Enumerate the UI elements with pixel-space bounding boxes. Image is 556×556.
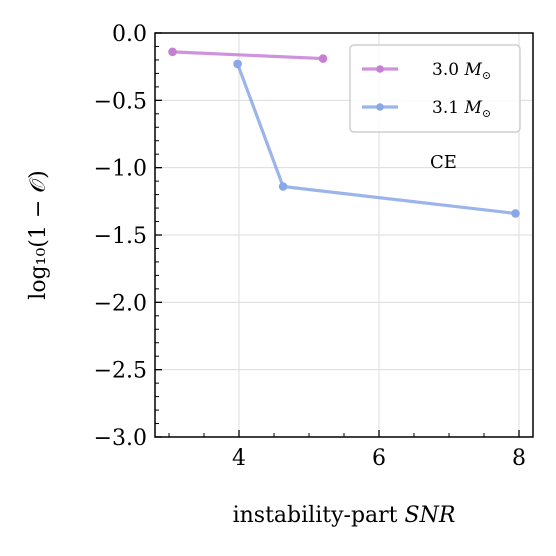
- series-layer: [168, 47, 520, 218]
- x-axis-label: instability-part SNR: [233, 503, 456, 528]
- y-tick-label: −0.5: [94, 89, 147, 114]
- legend-label-unit: M: [463, 98, 482, 118]
- y-tick-label: −2.0: [94, 291, 147, 316]
- x-tick-label: 6: [372, 446, 386, 471]
- x-axis-label-italic: SNR: [405, 503, 456, 528]
- series-line-0: [170, 50, 325, 61]
- series-point-0: [318, 54, 328, 63]
- series-point-1: [233, 59, 242, 69]
- legend-label-subscript: ⊙: [482, 69, 491, 82]
- legend-label-subscript: ⊙: [482, 107, 491, 120]
- y-axis-label: log₁₀(1 − 𝒪): [26, 170, 51, 299]
- x-axis-label-prefix: instability-part: [233, 503, 405, 528]
- major-ticks: [155, 32, 520, 438]
- y-tick-label: 0.0: [112, 22, 147, 47]
- legend-label: 3.1 M⊙: [432, 98, 491, 120]
- legend-box: [349, 44, 521, 133]
- y-tick-label: −2.5: [94, 359, 147, 384]
- legend-label-unit: M: [463, 60, 482, 80]
- series-point-1: [511, 209, 520, 218]
- y-tick-label: −1.0: [94, 157, 147, 182]
- series-point-1: [278, 182, 288, 191]
- legend-label-value: 3.1: [432, 98, 464, 118]
- y-tick-label: −3.0: [94, 426, 147, 451]
- legend-label-value: 3.0: [432, 60, 464, 80]
- legend-swatch-marker: [376, 103, 384, 111]
- x-tick-label: 8: [512, 446, 526, 471]
- y-tick-label: −1.5: [94, 224, 147, 249]
- annotation-ce: CE: [430, 152, 457, 173]
- legend: 3.0 M⊙3.1 M⊙: [349, 44, 521, 133]
- series-point-0: [168, 47, 177, 57]
- legend-label: 3.0 M⊙: [432, 60, 491, 82]
- x-tick-label: 4: [232, 446, 246, 471]
- legend-swatch-marker: [376, 65, 384, 73]
- tick-labels: 4 6 8 0.0 −0.5 −1.0 −1.5 −2.0 −2.5 −3.0: [94, 22, 526, 471]
